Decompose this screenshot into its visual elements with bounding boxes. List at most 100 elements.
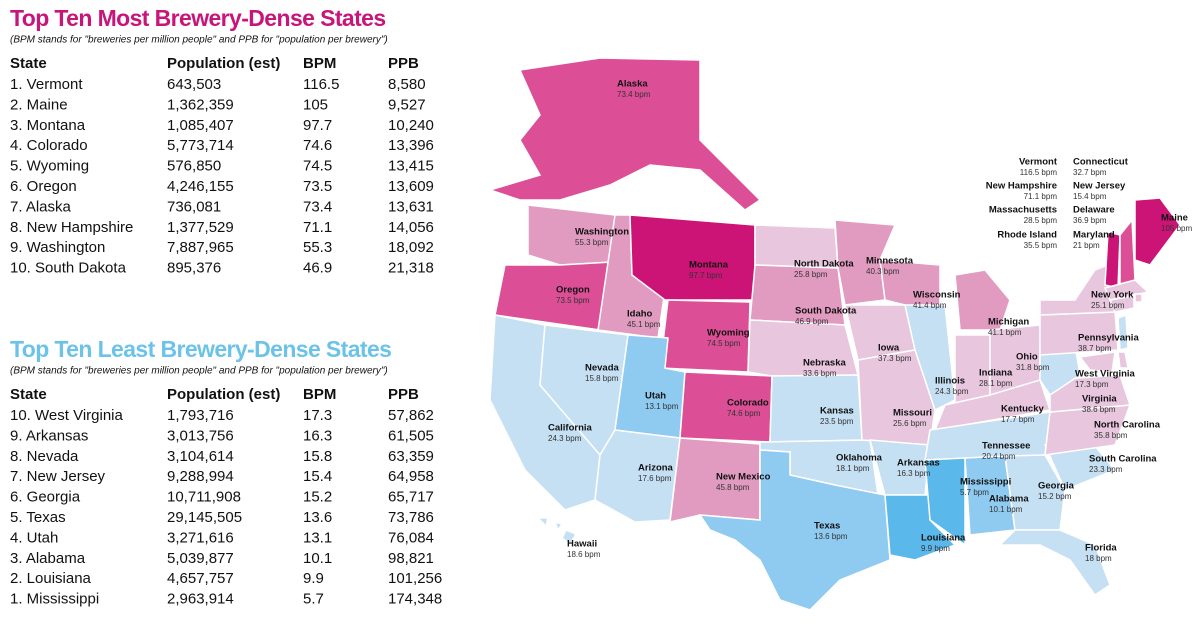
table-cell: 64,958 <box>388 468 434 485</box>
table-cell: 6. Georgia <box>10 489 81 506</box>
state-bpm: 28.1 bpm <box>979 379 1013 388</box>
most-title: Top Ten Most Brewery-Dense States <box>10 5 386 31</box>
table-cell: 1,793,716 <box>167 407 234 424</box>
table-cell: 6. Oregon <box>10 178 77 195</box>
table-cell: 74.5 <box>303 158 332 175</box>
table-cell: 4. Utah <box>10 529 58 546</box>
state-name: Minnesota <box>866 256 914 267</box>
table-cell: 2. Louisiana <box>10 570 92 587</box>
state-bpm: 15.2 bpm <box>1038 492 1072 501</box>
state-shape <box>1119 217 1136 290</box>
map <box>487 57 1181 611</box>
state-bpm: 116.5 bpm <box>1020 168 1058 177</box>
table-cell: 3,104,614 <box>167 448 234 465</box>
table-cell: 74.6 <box>303 137 332 154</box>
state-shape <box>1117 313 1129 351</box>
table-cell: 3. Alabama <box>10 550 86 567</box>
least-subtitle: (BPM stands for "breweries per million p… <box>10 366 388 377</box>
state-bpm: 25.6 bpm <box>893 419 927 428</box>
table-cell: 15.8 <box>303 448 332 465</box>
state-name: Rhode Island <box>997 230 1057 241</box>
table-cell: 174,348 <box>388 591 442 608</box>
state-bpm: 37.3 bpm <box>878 354 912 363</box>
table-cell: 7,887,965 <box>167 239 234 256</box>
least-title: Top Ten Least Brewery-Dense States <box>10 336 391 362</box>
table-cell: 1. Vermont <box>10 76 83 93</box>
table-cell: 3. Montana <box>10 117 86 134</box>
state-bpm: 18.6 bpm <box>567 550 601 559</box>
table-cell: 9,288,994 <box>167 468 234 485</box>
state-shape <box>1108 295 1135 313</box>
state-bpm: 74.6 bpm <box>727 409 761 418</box>
table-header: PPB <box>388 386 419 403</box>
state-bpm: 41.1 bpm <box>988 328 1022 337</box>
table-cell: 1,377,529 <box>167 219 234 236</box>
state-bpm: 45.8 bpm <box>716 483 750 492</box>
state-bpm: 28.5 bpm <box>1024 216 1058 225</box>
table-cell: 97.7 <box>303 117 332 134</box>
state-bpm: 38.7 bpm <box>1078 344 1112 353</box>
state-bpm: 23.3 bpm <box>1089 465 1123 474</box>
state-name: Texas <box>814 521 840 532</box>
state-name: Georgia <box>1038 481 1075 492</box>
state-name: New Hampshire <box>986 181 1057 192</box>
table-cell: 13.6 <box>303 509 332 526</box>
state-name: Colorado <box>727 398 769 409</box>
state-shape <box>629 214 756 301</box>
state-bpm: 17.3 bpm <box>1075 380 1109 389</box>
state-name: Maine <box>1161 213 1188 224</box>
state-name: Oregon <box>556 285 590 296</box>
state-name: Massachusetts <box>989 205 1057 216</box>
table-cell: 9. Arkansas <box>10 427 88 444</box>
state-name: Alabama <box>989 494 1029 505</box>
table-cell: 9,527 <box>388 96 426 113</box>
table-header: BPM <box>303 386 336 403</box>
table-cell: 10,711,908 <box>167 489 241 506</box>
table-cell: 15.2 <box>303 489 332 506</box>
table-cell: 61,505 <box>388 427 434 444</box>
table-cell: 7. New Jersey <box>10 468 106 485</box>
state-bpm: 35.8 bpm <box>1094 431 1128 440</box>
state-name: Arkansas <box>897 458 940 469</box>
table-cell: 895,376 <box>167 260 221 277</box>
state-shape <box>857 349 936 446</box>
state-name: Arizona <box>638 463 674 474</box>
state-name: Delaware <box>1073 205 1115 216</box>
state-bpm: 21 bpm <box>1073 241 1100 250</box>
table-cell: 576,850 <box>167 158 221 175</box>
table-cell: 29,145,505 <box>167 509 242 526</box>
table-cell: 13,631 <box>388 198 434 215</box>
state-name: Utah <box>645 391 666 402</box>
table-cell: 46.9 <box>303 260 332 277</box>
table-header: BPM <box>303 55 336 72</box>
state-bpm: 74.5 bpm <box>707 339 741 348</box>
table-cell: 10,240 <box>388 117 434 134</box>
state-name: West Virginia <box>1075 369 1136 380</box>
table-cell: 5. Wyoming <box>10 158 89 175</box>
table-header: Population (est) <box>167 55 280 72</box>
table-cell: 736,081 <box>167 198 221 215</box>
state-name: New York <box>1091 290 1134 301</box>
state-bpm: 9.9 bpm <box>921 544 950 553</box>
state-shape <box>698 449 891 611</box>
table-cell: 73,786 <box>388 509 434 526</box>
state-bpm: 38.6 bpm <box>1082 405 1116 414</box>
state-name: Kansas <box>820 406 854 417</box>
state-name: Illinois <box>935 376 965 387</box>
state-shape <box>536 517 578 546</box>
state-bpm: 5.7 bpm <box>960 488 989 497</box>
state-shape <box>924 457 966 547</box>
state-bpm: 20.4 bpm <box>982 452 1016 461</box>
state-bpm: 31.8 bpm <box>1016 363 1050 372</box>
state-bpm: 17.7 bpm <box>1001 415 1035 424</box>
table-cell: 15.4 <box>303 468 332 485</box>
table-header: Population (est) <box>167 386 280 403</box>
state-bpm: 10.1 bpm <box>989 505 1023 514</box>
state-name: North Carolina <box>1094 420 1161 431</box>
table-cell: 76,084 <box>388 529 434 546</box>
state-name: Nevada <box>585 363 620 374</box>
table-cell: 17.3 <box>303 407 332 424</box>
table-cell: 16.3 <box>303 427 332 444</box>
state-name: Ohio <box>1016 352 1038 363</box>
table-cell: 9.9 <box>303 570 324 587</box>
